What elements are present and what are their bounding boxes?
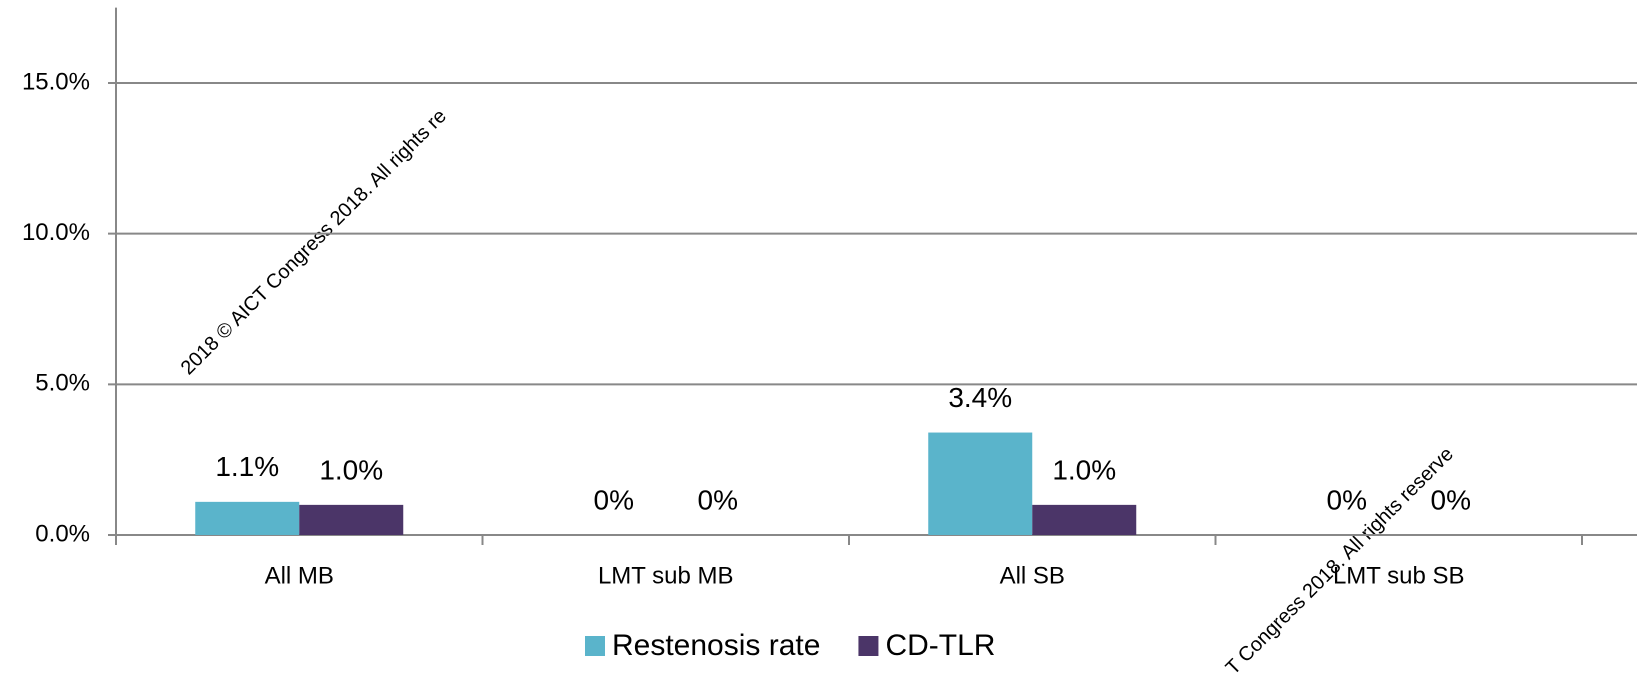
value-label: 0% [698,484,738,515]
value-label: 0% [594,484,634,515]
bar [1032,505,1136,535]
value-label: 0% [1431,484,1471,515]
y-tick-label: 10.0% [22,219,90,246]
legend-swatch [858,636,878,656]
bar [195,502,299,535]
value-label: 1.1% [215,451,279,482]
chart: 2018 © AICT Congress 2018. All rights re… [0,0,1637,692]
value-label: 1.0% [319,454,383,485]
y-tick-label: 5.0% [35,370,90,397]
legend-label: Restenosis rate [612,629,820,662]
value-label: 1.0% [1052,454,1116,485]
x-tick-label: LMT sub MB [598,562,734,589]
bar [928,433,1032,535]
x-tick-label: All SB [1000,562,1065,589]
legend-label: CD-TLR [885,629,995,662]
x-tick-label: LMT sub SB [1333,562,1465,589]
y-tick-label: 0.0% [35,520,90,547]
watermark: T Congress 2018. All rights reserve [1222,443,1458,679]
x-tick-label: All MB [265,562,334,589]
watermark: 2018 © AICT Congress 2018. All rights re [177,105,451,379]
y-tick-label: 15.0% [22,68,90,95]
bar [299,505,403,535]
value-label: 0% [1327,484,1367,515]
legend-swatch [585,636,605,656]
value-label: 3.4% [948,382,1012,413]
